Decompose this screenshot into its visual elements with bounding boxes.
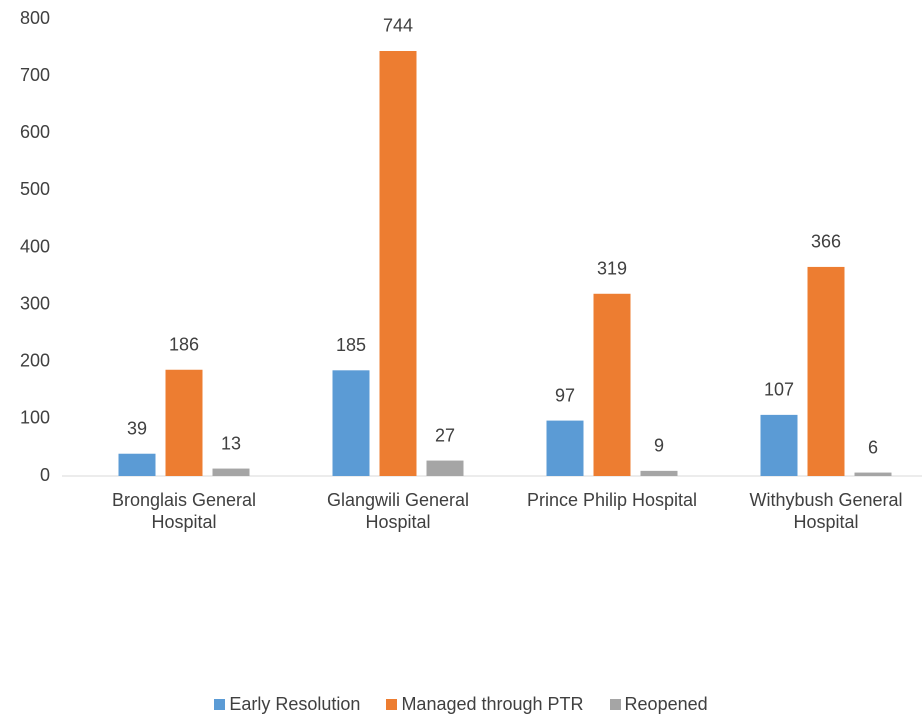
y-tick-label: 700 bbox=[20, 65, 50, 85]
data-label: 185 bbox=[336, 335, 366, 355]
y-tick-label: 500 bbox=[20, 179, 50, 199]
bar bbox=[854, 472, 892, 476]
legend-item: Reopened bbox=[609, 694, 708, 715]
y-tick-label: 600 bbox=[20, 122, 50, 142]
x-tick-label: Bronglais General Hospital bbox=[111, 490, 257, 532]
legend-swatch bbox=[214, 699, 226, 710]
bar bbox=[332, 370, 370, 476]
y-tick-label: 300 bbox=[20, 293, 50, 313]
data-label: 107 bbox=[764, 380, 794, 400]
bar bbox=[212, 468, 250, 476]
x-tick-label: Withybush General Hospital bbox=[749, 490, 903, 532]
y-tick-label: 800 bbox=[20, 8, 50, 28]
bar bbox=[426, 460, 464, 476]
x-tick-label: Glangwili General Hospital bbox=[326, 490, 470, 532]
bar bbox=[640, 470, 678, 476]
bar bbox=[546, 420, 584, 476]
bar bbox=[379, 50, 417, 477]
x-tick-label: Prince Philip Hospital bbox=[526, 490, 698, 510]
legend: Early Resolution Managed through PTR Reope… bbox=[0, 694, 922, 715]
legend-label: Reopened bbox=[624, 694, 708, 714]
bar bbox=[165, 369, 203, 476]
data-label: 97 bbox=[555, 385, 575, 405]
data-label: 186 bbox=[169, 334, 199, 354]
data-label: 39 bbox=[127, 418, 147, 438]
data-label: 27 bbox=[435, 425, 455, 445]
data-label: 319 bbox=[597, 259, 627, 279]
data-label: 6 bbox=[868, 437, 878, 457]
bar bbox=[118, 453, 156, 476]
y-tick-label: 0 bbox=[40, 465, 50, 485]
legend-swatch bbox=[386, 699, 398, 710]
legend-label: Managed through PTR bbox=[401, 694, 584, 714]
y-tick-label: 400 bbox=[20, 236, 50, 256]
data-label: 366 bbox=[811, 232, 841, 252]
y-tick-label: 100 bbox=[20, 408, 50, 428]
y-tick-label: 200 bbox=[20, 351, 50, 371]
legend-item: Managed through PTR bbox=[386, 694, 584, 715]
data-label: 9 bbox=[654, 436, 664, 456]
bar bbox=[807, 266, 845, 476]
bar bbox=[760, 414, 798, 476]
legend-swatch bbox=[609, 699, 621, 710]
data-label: 13 bbox=[221, 433, 241, 453]
bar bbox=[593, 293, 631, 476]
legend-item: Early Resolution bbox=[214, 694, 360, 715]
legend-label: Early Resolution bbox=[229, 694, 361, 714]
data-label: 744 bbox=[383, 16, 413, 36]
